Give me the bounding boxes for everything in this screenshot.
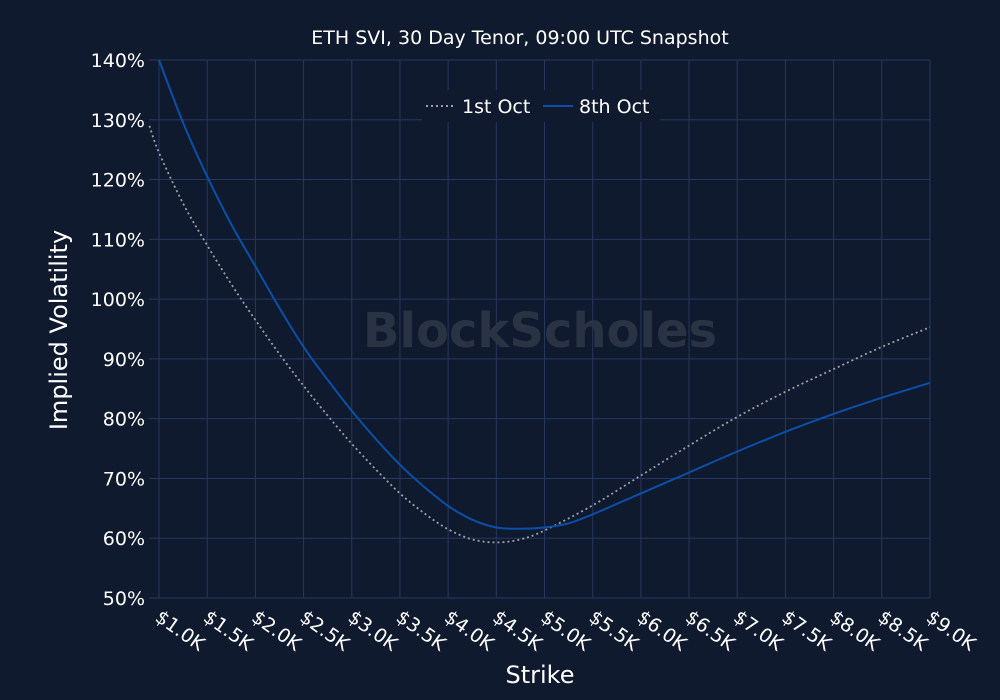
y-tick-label: 60%: [103, 528, 145, 550]
x-tick-label: $5.0K: [537, 606, 595, 656]
x-tick-label: $1.0K: [151, 606, 209, 656]
chart-title: ETH SVI, 30 Day Tenor, 09:00 UTC Snapsho…: [311, 27, 728, 49]
series-layer: [148, 59, 931, 544]
x-tick-label: $2.5K: [296, 606, 354, 656]
x-tick-label: $7.5K: [778, 606, 836, 656]
legend-item-label[interactable]: 8th Oct: [579, 96, 649, 118]
y-tick-label: 120%: [91, 170, 145, 192]
series-line-eighth-oct: [158, 59, 931, 530]
y-tick-label: 130%: [91, 110, 145, 132]
x-axis-label: Strike: [506, 661, 575, 689]
y-axis-ticks: 50% 60% 70% 80% 90% 100% 110% 120% 130% 140%: [91, 50, 145, 610]
x-tick-label: $1.5K: [199, 606, 257, 656]
x-tick-label: $6.0K: [633, 606, 691, 656]
x-tick-label: $3.5K: [392, 606, 450, 656]
x-tick-label: $2.0K: [248, 606, 306, 656]
y-tick-label: 70%: [103, 468, 145, 490]
y-tick-label: 140%: [91, 50, 145, 72]
x-tick-label: $6.5K: [681, 606, 739, 656]
x-tick-label: $9.0K: [922, 606, 980, 656]
y-tick-label: 100%: [91, 289, 145, 311]
legend-background: [422, 90, 660, 122]
x-tick-label: $5.5K: [585, 606, 643, 656]
y-axis-label: Implied Volatility: [45, 230, 73, 430]
y-tick-label: 90%: [103, 349, 145, 371]
legend[interactable]: 1st Oct 8th Oct: [422, 90, 660, 122]
x-axis-ticks: $1.0K$1.5K$2.0K$2.5K$3.0K$3.5K$4.0K$4.5K…: [151, 606, 980, 656]
y-tick-label: 50%: [103, 588, 145, 610]
x-tick-label: $3.0K: [344, 606, 402, 656]
x-tick-label: $8.0K: [826, 606, 884, 656]
x-tick-label: $4.0K: [440, 606, 498, 656]
y-tick-label: 80%: [103, 409, 145, 431]
x-tick-label: $4.5K: [488, 606, 546, 656]
watermark: BlockScholes: [363, 303, 717, 359]
grid: [149, 59, 931, 599]
x-tick-label: $7.0K: [729, 606, 787, 656]
x-tick-label: $8.5K: [874, 606, 932, 656]
legend-item-label[interactable]: 1st Oct: [462, 96, 530, 118]
y-tick-label: 110%: [91, 229, 145, 251]
